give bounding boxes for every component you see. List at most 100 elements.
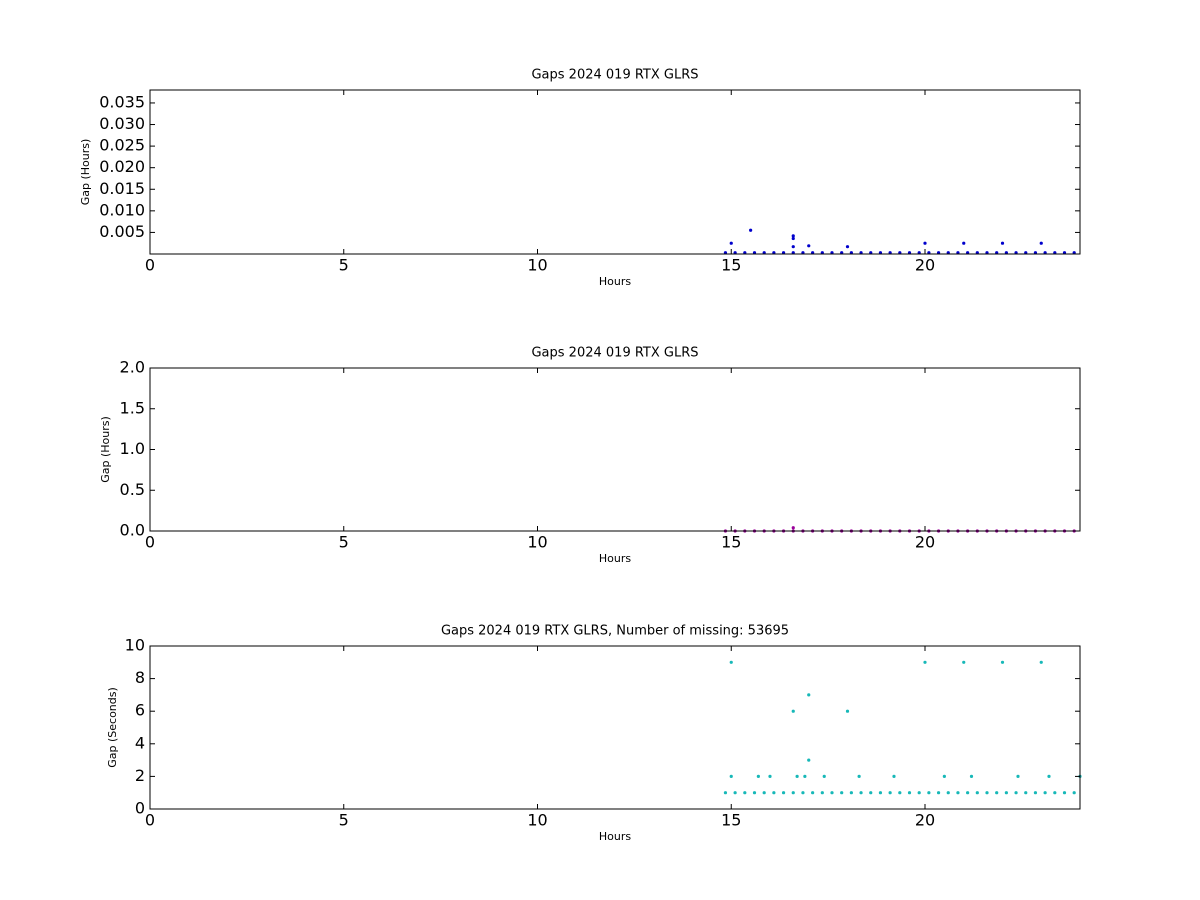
y-tick-label: 6 <box>135 701 145 720</box>
point <box>830 791 834 795</box>
point <box>845 709 850 713</box>
x-tick-label: 5 <box>339 533 349 552</box>
point <box>840 791 844 795</box>
point <box>927 791 931 795</box>
point <box>845 245 850 249</box>
point <box>811 791 815 795</box>
point <box>898 791 902 795</box>
point <box>946 791 950 795</box>
point <box>791 234 795 238</box>
point <box>859 791 863 795</box>
point <box>1033 791 1038 795</box>
point <box>956 791 960 795</box>
point <box>995 791 999 795</box>
point <box>729 774 733 779</box>
point <box>962 241 966 245</box>
x-tick-label: 15 <box>721 533 741 552</box>
y-tick-label: 0.030 <box>99 114 145 133</box>
point <box>807 758 811 762</box>
point <box>1072 791 1076 795</box>
x-tick-label: 0 <box>145 811 155 830</box>
point <box>869 791 873 795</box>
point <box>1047 774 1051 779</box>
x-tick-label: 0 <box>145 256 155 275</box>
point <box>1039 241 1043 245</box>
point <box>907 791 912 795</box>
point <box>969 774 974 779</box>
x-tick-label: 20 <box>915 811 935 830</box>
point <box>1004 791 1008 795</box>
y-tick-label: 0.035 <box>99 92 145 111</box>
point <box>1043 791 1047 795</box>
axes-frame <box>149 367 1081 532</box>
x-tick-label: 10 <box>527 811 547 830</box>
point <box>723 791 728 795</box>
point <box>807 244 811 248</box>
point <box>936 791 941 795</box>
point <box>820 791 824 795</box>
axes-frame <box>149 645 1081 810</box>
y-tick-label: 2 <box>135 766 145 785</box>
point <box>1000 660 1005 664</box>
y-tick-label: 0.010 <box>99 200 145 219</box>
point <box>752 791 757 795</box>
point <box>966 791 970 795</box>
y-tick-label: 10 <box>125 636 145 655</box>
axes-frame <box>149 89 1081 255</box>
y-tick-label: 4 <box>135 733 145 752</box>
point <box>781 791 786 795</box>
point <box>1053 791 1057 795</box>
point <box>849 791 853 795</box>
point <box>985 791 989 795</box>
x-tick-label: 5 <box>339 256 349 275</box>
point <box>892 774 896 779</box>
point <box>975 791 979 795</box>
point <box>801 791 805 795</box>
point <box>791 236 795 241</box>
x-tick-label: 10 <box>527 533 547 552</box>
x-tick-label: 5 <box>339 811 349 830</box>
y-tick-label: 0.025 <box>99 136 145 155</box>
point <box>942 774 946 779</box>
point <box>888 791 892 795</box>
subplot-title: Gaps 2024 019 RTX GLRS <box>531 346 698 361</box>
point <box>923 660 927 664</box>
y-tick-label: 0 <box>135 799 145 818</box>
point <box>1039 660 1043 664</box>
subplot-title: Gaps 2024 019 RTX GLRS, Number of missin… <box>441 624 789 639</box>
point <box>762 791 766 795</box>
point <box>962 660 966 664</box>
x-tick-label: 15 <box>721 811 741 830</box>
y-tick-label: 0.020 <box>99 157 145 176</box>
point <box>1014 791 1018 795</box>
point <box>1062 791 1067 795</box>
point <box>749 228 753 232</box>
point <box>791 791 795 795</box>
x-axis-label: Hours <box>599 275 631 288</box>
y-tick-label: 2.0 <box>120 358 145 377</box>
y-axis-label: Gap (Hours) <box>99 416 112 483</box>
point <box>729 660 733 664</box>
point <box>733 791 737 795</box>
point <box>803 774 807 779</box>
point <box>878 791 883 795</box>
point <box>791 709 795 713</box>
point <box>923 241 927 245</box>
y-tick-label: 8 <box>135 668 145 687</box>
x-axis-label: Hours <box>599 830 631 843</box>
x-tick-label: 20 <box>915 256 935 275</box>
point <box>1016 774 1020 779</box>
point <box>807 693 811 697</box>
point <box>791 526 795 530</box>
point <box>756 774 760 779</box>
x-tick-label: 10 <box>527 256 547 275</box>
point <box>1024 791 1028 795</box>
point <box>1000 241 1005 245</box>
x-tick-label: 20 <box>915 533 935 552</box>
point <box>857 774 861 779</box>
y-tick-label: 0.5 <box>120 480 145 499</box>
point <box>791 245 795 249</box>
y-tick-label: 1.5 <box>120 398 145 417</box>
point <box>795 774 799 779</box>
